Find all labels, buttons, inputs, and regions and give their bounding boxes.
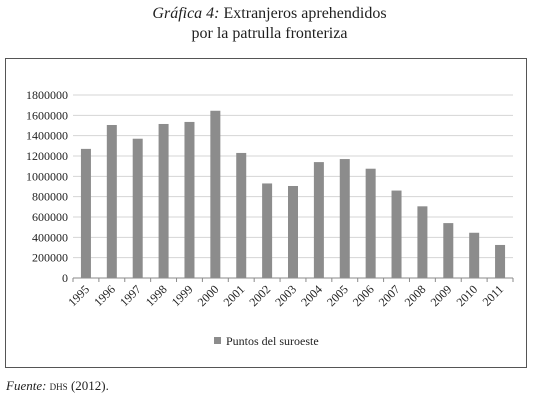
bar-1999 [184, 121, 195, 278]
x-tick-label: 2000 [195, 282, 222, 309]
y-tick-label: 600000 [32, 210, 68, 224]
bar-2007 [391, 190, 402, 278]
x-tick-label: 1995 [65, 282, 92, 309]
bar-1998 [158, 123, 169, 278]
y-tick-label: 1000000 [26, 169, 68, 183]
x-tick-label: 2003 [272, 282, 299, 309]
x-tick-label: 2007 [376, 282, 403, 309]
x-tick-label: 2008 [402, 282, 429, 309]
y-tick-label: 0 [62, 271, 68, 285]
y-tick-label: 800000 [32, 190, 68, 204]
legend-label: Puntos del suroeste [226, 334, 319, 348]
bar-2001 [236, 152, 247, 278]
chart-title: Gráfica 4: Extranjeros aprehendidos por … [0, 4, 539, 44]
y-tick-label: 1200000 [26, 149, 68, 163]
bar-2011 [495, 244, 506, 278]
x-tick-label: 2006 [350, 282, 377, 309]
x-tick-label: 1997 [117, 282, 144, 309]
source-note: Fuente: DHS (2012). [6, 378, 109, 394]
bar-2006 [365, 168, 376, 278]
bar-2008 [417, 206, 428, 278]
source-org: DHS [49, 378, 68, 393]
x-tick-label: 1999 [169, 282, 196, 309]
source-label: Fuente: [6, 378, 47, 393]
bar-2005 [339, 159, 350, 278]
bar-2004 [313, 162, 324, 278]
bar-chart: 0 200000 400000 600000 800000 1000000 1200000 1… [26, 88, 514, 348]
x-tick-label: 2010 [453, 282, 480, 309]
bar-2003 [288, 185, 298, 278]
bar-1995 [80, 148, 91, 278]
y-tick-label: 200000 [32, 251, 68, 265]
bar-1997 [132, 138, 143, 278]
y-tick-label: 1600000 [26, 108, 68, 122]
y-tick-label: 400000 [32, 230, 68, 244]
x-tick-label: 1996 [91, 282, 118, 309]
chart-title-line1: Gráfica 4: Extranjeros aprehendidos [0, 4, 539, 24]
x-tick-label: 2001 [220, 282, 247, 309]
y-tick-label: 1400000 [26, 129, 68, 143]
x-tick-label: 1998 [143, 282, 170, 309]
source-year: (2012). [70, 378, 109, 393]
y-tick-label: 1800000 [26, 88, 68, 102]
x-tick-label: 2005 [324, 282, 351, 309]
bar-2002 [262, 183, 273, 278]
x-tick-label: 2009 [428, 282, 455, 309]
bar-1996 [106, 124, 117, 278]
x-tick-label: 2004 [298, 282, 325, 309]
chart-title-line2: por la patrulla fronteriza [191, 25, 348, 42]
figure-number: Gráfica 4: [152, 5, 220, 22]
x-tick-label: 2002 [246, 282, 273, 309]
bar-2000 [210, 110, 221, 278]
bar-2010 [469, 232, 480, 278]
x-tick-label: 2011 [480, 282, 507, 309]
legend-swatch [214, 337, 221, 344]
figure-title-text: Extranjeros aprehendidos [219, 5, 387, 22]
bar-2009 [443, 223, 454, 278]
chart-frame: 0 200000 400000 600000 800000 1000000 1200000 1… [5, 58, 527, 368]
